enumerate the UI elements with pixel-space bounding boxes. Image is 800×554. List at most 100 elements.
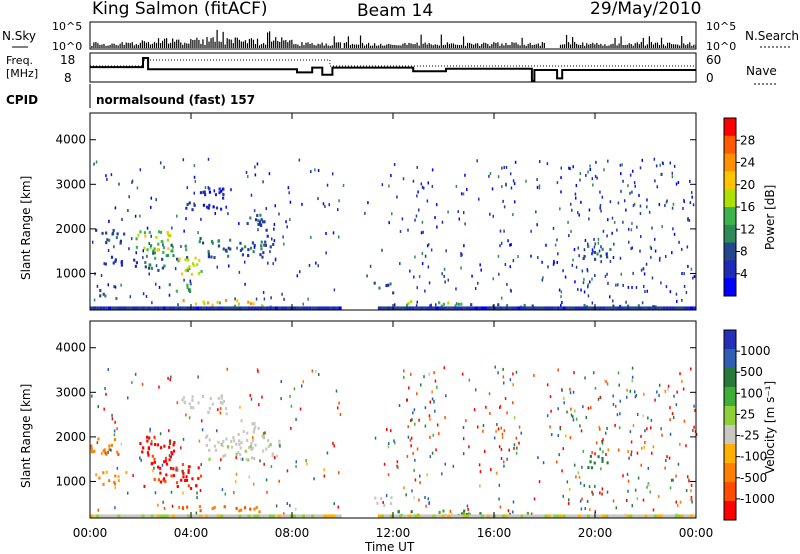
- range-gate-cell: [194, 180, 197, 184]
- range-gate-cell: [612, 499, 615, 503]
- range-gate-cell: [506, 282, 508, 286]
- range-gate-cell: [262, 449, 265, 453]
- range-gate-cell: [205, 443, 208, 447]
- nsky-bar: [624, 44, 626, 48]
- range-gate-cell: [403, 486, 405, 490]
- range-gate-cell: [177, 303, 179, 307]
- range-gate-cell: [643, 445, 645, 449]
- range-gate-cell: [161, 463, 164, 467]
- nsky-bar: [456, 44, 459, 48]
- range-gate-cell: [685, 489, 688, 493]
- range-gate-cell: [314, 306, 318, 311]
- range-gate-cell: [245, 170, 248, 174]
- range-gate-cell: [386, 514, 391, 519]
- nsky-bar: [186, 43, 188, 48]
- range-gate-cell: [694, 408, 696, 412]
- range-gate-cell: [239, 446, 242, 450]
- range-gate-cell: [295, 417, 297, 421]
- nsky-bar: [493, 42, 495, 48]
- range-gate-cell: [632, 169, 634, 173]
- range-gate-cell: [689, 201, 692, 205]
- colorbar-tick-label: 12: [740, 222, 755, 236]
- range-gate-cell: [573, 463, 576, 467]
- range-gate-cell: [502, 306, 506, 311]
- range-gate-cell: [207, 206, 210, 210]
- range-gate-cell: [515, 436, 518, 440]
- range-gate-cell: [338, 471, 340, 475]
- range-gate-cell: [329, 306, 333, 311]
- range-gate-cell: [163, 460, 166, 464]
- nsky-bar: [600, 43, 602, 48]
- range-gate-cell: [405, 306, 409, 311]
- range-gate-cell: [113, 285, 115, 289]
- nsky-bar: [689, 42, 691, 48]
- range-gate-cell: [578, 213, 580, 217]
- range-gate-cell: [163, 506, 166, 510]
- range-gate-cell: [269, 245, 272, 249]
- range-gate-cell: [149, 205, 152, 209]
- range-gate-cell: [602, 514, 606, 519]
- range-gate-cell: [630, 228, 633, 232]
- range-gate-cell: [591, 252, 593, 256]
- range-gate-cell: [604, 431, 607, 435]
- range-gate-cell: [659, 256, 661, 260]
- range-gate-cell: [504, 397, 507, 401]
- range-gate-cell: [128, 247, 130, 251]
- nsky-bar: [584, 45, 586, 48]
- range-gate-cell: [189, 282, 192, 286]
- range-gate-cell: [202, 300, 205, 304]
- range-gate-cell: [584, 238, 587, 242]
- range-gate-cell: [296, 306, 300, 311]
- range-gate-cell: [467, 507, 469, 511]
- range-gate-cell: [627, 285, 630, 289]
- range-gate-cell: [105, 470, 108, 474]
- range-gate-cell: [600, 467, 602, 471]
- range-gate-cell: [525, 179, 527, 183]
- range-gate-cell: [162, 477, 166, 481]
- range-gate-cell: [111, 413, 113, 417]
- range-gate-cell: [181, 506, 185, 510]
- range-gate-cell: [155, 198, 157, 202]
- range-gate-cell: [632, 271, 634, 275]
- range-gate-cell: [453, 514, 457, 519]
- cpid-label: CPID: [6, 93, 38, 107]
- range-gate-cell: [562, 447, 565, 451]
- range-gate-cell: [91, 394, 93, 398]
- velocity-ylabel: Slant Range [km]: [19, 384, 33, 488]
- range-gate-cell: [686, 475, 689, 479]
- range-gate-cell: [547, 514, 551, 519]
- range-gate-cell: [502, 381, 505, 385]
- range-gate-cell: [492, 514, 497, 519]
- nsky-bar: [101, 44, 103, 48]
- range-gate-cell: [278, 212, 280, 216]
- nsky-bar: [115, 44, 117, 48]
- range-gate-cell: [241, 247, 244, 251]
- range-gate-cell: [435, 448, 437, 452]
- range-gate-cell: [497, 175, 500, 179]
- range-gate-cell: [210, 255, 213, 259]
- range-gate-cell: [587, 294, 590, 298]
- range-gate-cell: [594, 174, 597, 178]
- range-gate-cell: [206, 434, 209, 438]
- range-gate-cell: [204, 193, 207, 197]
- range-gate-cell: [573, 371, 575, 375]
- range-gate-cell: [617, 283, 619, 287]
- range-gate-cell: [243, 506, 247, 510]
- range-gate-cell: [664, 254, 667, 258]
- range-gate-cell: [658, 202, 661, 206]
- range-gate-cell: [513, 182, 516, 186]
- range-gate-cell: [533, 497, 536, 501]
- range-gate-cell: [480, 268, 482, 272]
- nsky-bar: [236, 37, 238, 48]
- range-gate-cell: [479, 512, 482, 516]
- range-gate-cell: [366, 274, 368, 278]
- range-gate-cell: [693, 425, 695, 429]
- range-gate-cell: [391, 212, 393, 216]
- range-gate-cell: [568, 234, 570, 238]
- nsky-bar: [232, 43, 234, 48]
- range-gate-cell: [239, 241, 242, 245]
- range-gate-cell: [628, 240, 630, 244]
- range-gate-cell: [197, 271, 201, 275]
- range-gate-cell: [632, 204, 635, 208]
- range-gate-cell: [153, 443, 157, 447]
